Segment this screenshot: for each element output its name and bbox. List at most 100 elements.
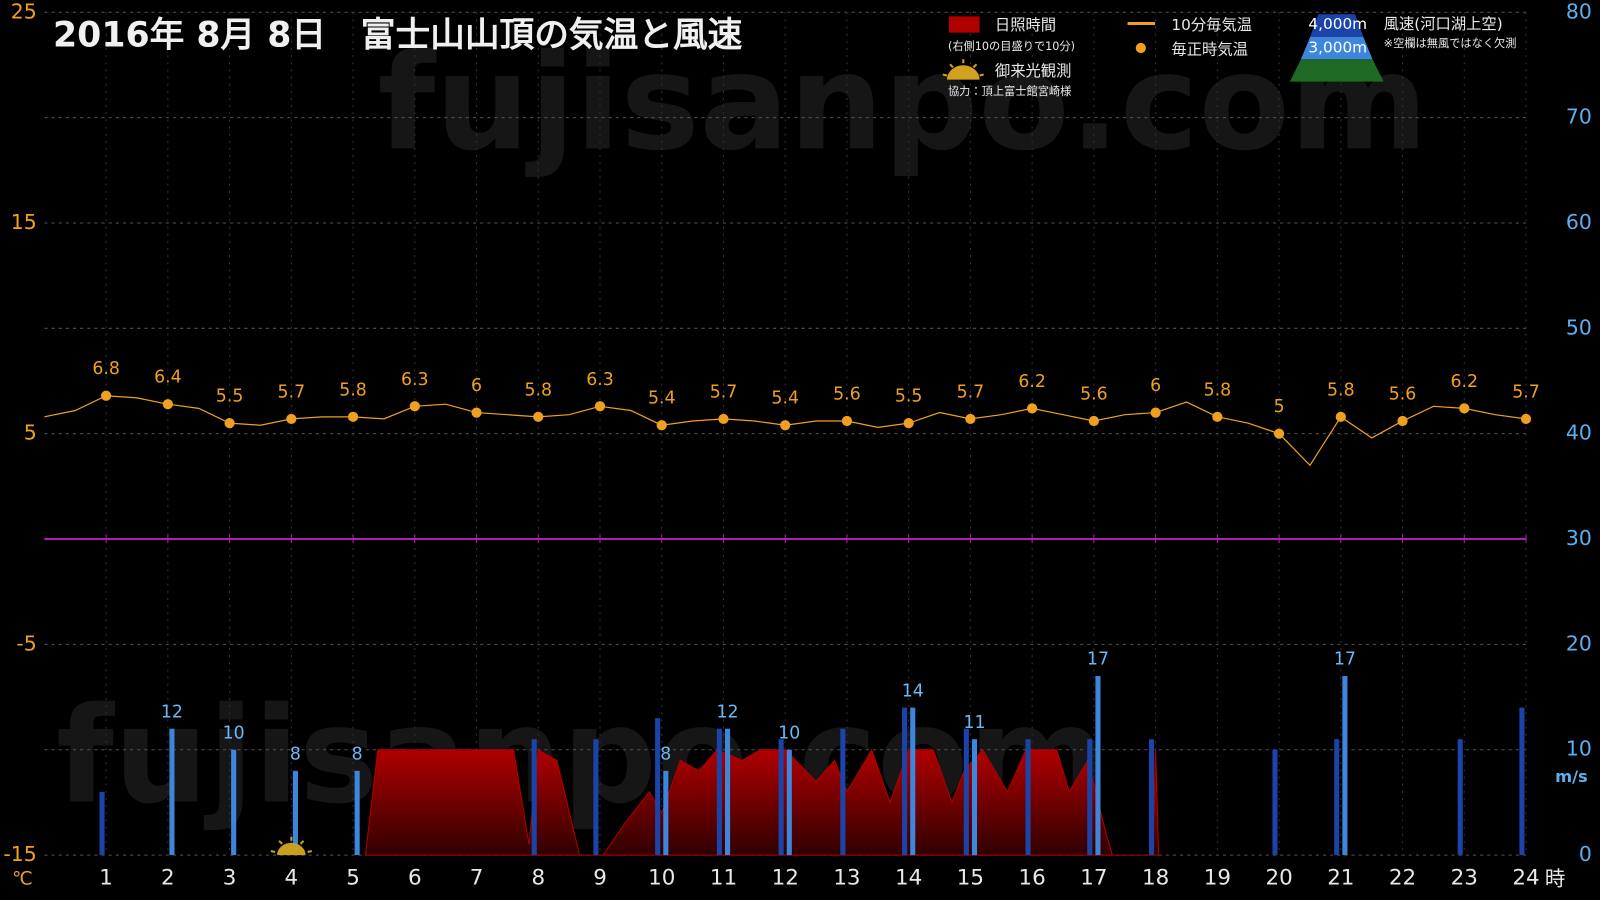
y2-tick-label: 30 xyxy=(1566,526,1592,550)
x-tick-label: 19 xyxy=(1204,866,1231,891)
wind-bar xyxy=(971,739,978,856)
x-tick-label: 8 xyxy=(531,866,545,891)
data-label: 5.8 xyxy=(1327,380,1355,400)
hourly-point xyxy=(224,418,235,429)
data-label: 5.4 xyxy=(648,389,676,409)
x-tick-label: 4 xyxy=(285,866,299,891)
data-label: 6 xyxy=(471,376,482,396)
y2-tick-label: 20 xyxy=(1566,631,1592,655)
legend: 日照時間 (右側10の目盛りで10分) 御来光観測 協力：頂上富士館宮崎様 10… xyxy=(942,14,1516,98)
data-label: 5.8 xyxy=(1204,380,1232,400)
x-tick-label: 21 xyxy=(1327,866,1354,891)
data-label: 14 xyxy=(902,681,924,701)
x-tick-label: 15 xyxy=(957,866,984,891)
x-tick-label: 9 xyxy=(593,866,607,891)
legend-swatch xyxy=(1135,42,1146,54)
legend-label: 10分毎気温 xyxy=(1171,16,1252,34)
legend-swatch xyxy=(948,16,980,33)
wind-bar xyxy=(593,739,599,856)
x-tick-label: 23 xyxy=(1451,866,1478,891)
sunrise-marker xyxy=(270,836,312,856)
legend-label: 4,000m xyxy=(1308,15,1367,33)
wind-bar xyxy=(99,791,105,856)
legend-label: 3,000m xyxy=(1308,38,1367,56)
hourly-point xyxy=(1520,413,1532,425)
y-tick-label: -5 xyxy=(16,631,36,655)
hourly-point xyxy=(533,411,544,422)
data-label: 5.4 xyxy=(771,389,799,409)
data-label: 6.2 xyxy=(1451,372,1479,392)
y2-tick-label: 0 xyxy=(1579,842,1592,866)
sunrise-icon xyxy=(942,59,984,80)
wind-bar xyxy=(655,718,661,856)
wind-bar xyxy=(716,728,722,856)
x-tick-label: 7 xyxy=(470,866,484,891)
wind-bar xyxy=(725,728,731,856)
hourly-point xyxy=(1459,403,1470,414)
data-label: 17 xyxy=(1334,650,1356,670)
hourly-point xyxy=(101,390,112,401)
hourly-point xyxy=(471,407,482,418)
x-tick-label: 5 xyxy=(346,866,360,891)
data-label: 6.3 xyxy=(586,370,614,390)
legend-label: 毎正時気温 xyxy=(1171,41,1248,59)
wind-bar xyxy=(1025,739,1031,856)
x-tick-label: 16 xyxy=(1019,866,1046,891)
data-label: 5.7 xyxy=(957,382,985,402)
data-label: 5.6 xyxy=(1080,384,1108,404)
credit: 協力：頂上富士館宮崎様 xyxy=(948,84,1071,98)
wind-bar xyxy=(1342,675,1348,856)
hourly-point xyxy=(1273,428,1285,439)
x-tick-label: 20 xyxy=(1265,866,1292,891)
hourly-point xyxy=(1150,407,1161,418)
x-tick-label: 17 xyxy=(1080,866,1107,891)
data-label: 11 xyxy=(963,713,985,733)
sunrise-ray xyxy=(278,840,283,845)
y-tick-label: 5 xyxy=(24,421,37,445)
data-label: 5.5 xyxy=(216,387,244,407)
data-label: 6.4 xyxy=(154,368,182,388)
data-label: 5.6 xyxy=(1389,384,1417,404)
wind-bar xyxy=(1095,675,1101,856)
wind-bar xyxy=(1148,739,1155,856)
wind-bar xyxy=(910,707,916,856)
wind-bar xyxy=(963,728,969,856)
data-label: 6.2 xyxy=(1018,372,1046,392)
hourly-point xyxy=(780,420,791,431)
x-tick-label: 14 xyxy=(895,866,922,891)
data-label: 5.7 xyxy=(710,382,738,402)
y-tick-label: -15 xyxy=(3,842,36,866)
sunshine-area xyxy=(364,748,1160,856)
data-label: 6.3 xyxy=(401,370,429,390)
hourly-point xyxy=(965,413,976,425)
watermark: fujisanpo.com xyxy=(378,26,1428,180)
data-label: 5.8 xyxy=(339,380,367,400)
wind-bar xyxy=(663,770,669,856)
y2-tick-label: 40 xyxy=(1566,421,1592,445)
data-label: 5.7 xyxy=(278,382,306,402)
hourly-point xyxy=(162,399,173,410)
data-label: 8 xyxy=(660,744,671,764)
y-axis-unit: ℃ xyxy=(12,869,33,890)
wind-bar xyxy=(231,749,237,856)
hourly-point xyxy=(347,411,359,422)
x-tick-label: 11 xyxy=(710,866,737,891)
hourly-point xyxy=(1212,411,1223,422)
chart-title: 2016年 8月 8日 富士山山頂の気温と風速 xyxy=(53,16,743,56)
x-tick-label: 24 xyxy=(1512,866,1539,891)
hourly-point xyxy=(1088,415,1099,427)
data-label: 12 xyxy=(161,702,183,722)
x-tick-label: 18 xyxy=(1142,866,1169,891)
wind-bar xyxy=(1334,739,1340,856)
wind-bar xyxy=(169,728,175,856)
mountain-icon xyxy=(1289,14,1384,82)
hourly-point xyxy=(656,420,667,431)
x-tick-label: 6 xyxy=(408,866,422,891)
hourly-point xyxy=(409,401,420,412)
y-tick-label: 25 xyxy=(11,0,37,23)
wind-bar xyxy=(778,739,784,856)
x-tick-label: 13 xyxy=(833,866,860,891)
x-tick-label: 3 xyxy=(223,866,237,891)
y2-tick-label: 60 xyxy=(1566,210,1592,234)
data-label: 17 xyxy=(1087,650,1109,670)
